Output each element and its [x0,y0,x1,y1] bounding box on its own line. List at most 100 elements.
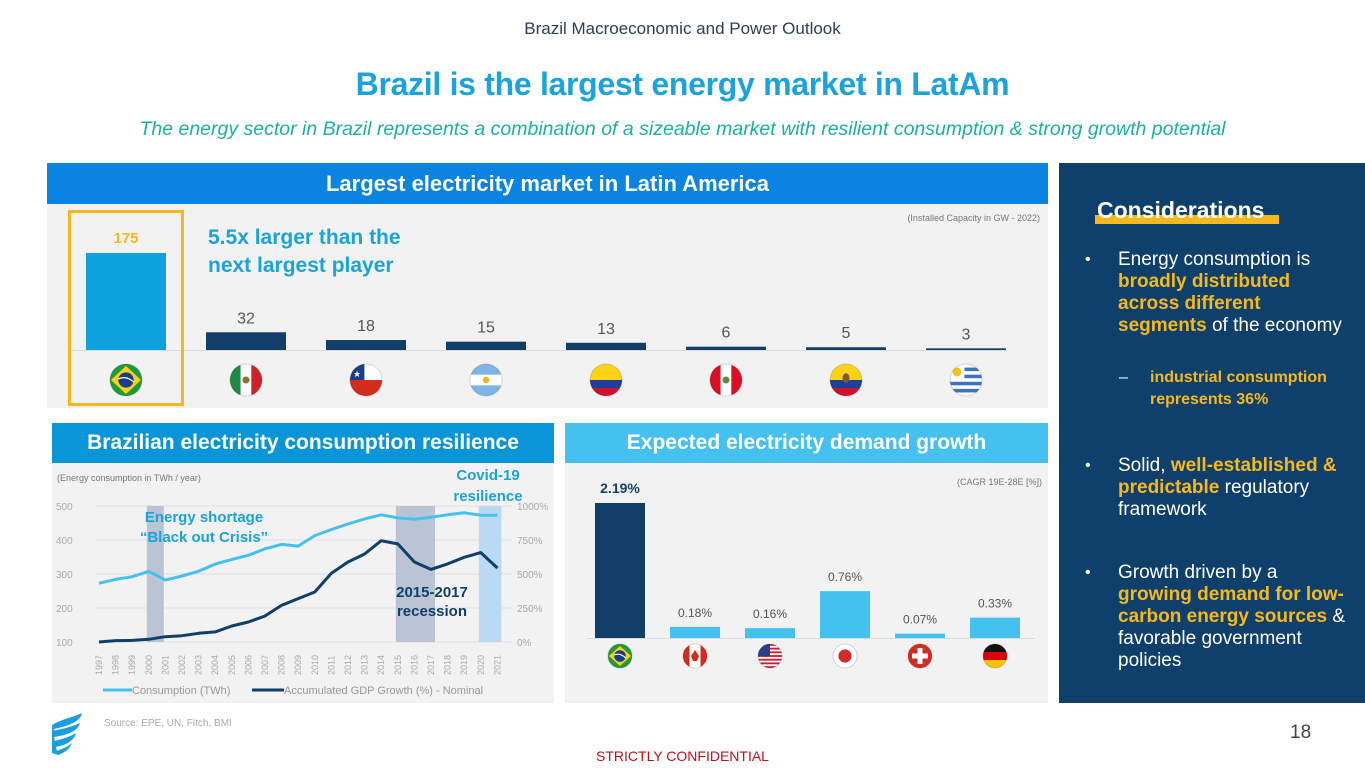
demand-chart: 2.19% 0.18% 0.16% 0.76% 0.07% 0.33% [587,480,1035,669]
capacity-bar-ecuador [806,347,886,350]
flag-part [590,388,622,396]
demand-panel: Expected electricity demand growth (CAGR… [565,423,1048,703]
consumption-ytick-label: 300 [56,570,73,581]
capacity-panel-heading: Largest electricity market in Latin Amer… [47,163,1048,204]
flag-body [833,644,857,668]
consumption-xtick-label: 2021 [492,655,502,675]
consumption-xtick-label: 2009 [293,655,303,675]
flag-rim [607,643,633,669]
flag-part [952,367,962,377]
capacity-bar-chile [326,340,406,350]
consumption-xtick-label: 2016 [409,655,419,675]
flag-uruguay-icon [949,363,983,397]
source-note: Source: EPE, UN, Fitch, BMI [104,718,232,729]
flag-rim [709,363,743,397]
consumption-xtick-label: 2013 [360,655,370,675]
flag-part [118,372,134,388]
capacity-label-peru: 6 [722,325,731,342]
consumption-xtick-label: 2019 [459,655,469,675]
consumption-panel-heading: Brazilian electricity consumption resili… [52,423,554,463]
capacity-label-colombia: 13 [597,321,615,338]
flag-body [950,364,982,396]
flag-part [830,388,862,396]
flag-part [830,380,862,388]
consumption-xtick-label: 2001 [160,655,170,675]
flag-part [710,364,721,396]
bullet-dot-icon: • [1085,564,1091,581]
capacity-label-argentina: 15 [477,320,495,337]
legend-consumption-label: Consumption (TWh) [132,685,230,697]
flag-part [590,380,622,388]
demand-label-canada: 0.18% [678,606,712,620]
flag-part [950,374,982,379]
consumption-xtick-label: 2014 [376,655,386,675]
demand-label-japan: 0.76% [828,570,862,584]
consumption-xtick-label: 2015 [393,655,403,675]
flag-rim [229,363,263,397]
recession-shaded-period [395,506,435,642]
flag-part [758,658,782,661]
flag-part [350,380,382,396]
capacity-label-ecuador: 5 [842,325,851,342]
flag-part [950,367,982,372]
consumption-ytick-label: 100 [56,638,73,649]
consumption-xtick-label: 2000 [144,655,154,675]
demand-label-brazil: 2.19% [600,480,640,496]
flag-part [691,650,699,661]
flag-part [758,666,782,668]
consumption-xtick-label: 2007 [260,655,270,675]
confidentiality-label: STRICTLY CONFIDENTIAL [596,748,769,764]
consumption-xtick-label: 2010 [310,655,320,675]
flag-part [118,377,135,383]
flag-switzerland-icon [907,643,933,669]
consumption-xtick-label: 2020 [476,655,486,675]
page-title: Brazil is the largest energy market in L… [355,66,1010,102]
demand-label-germany: 0.33% [978,597,1012,611]
flag-body [710,364,742,396]
flag-part [838,649,852,663]
consumption-xtick-label: 2008 [277,655,287,675]
considerations-title: Considerations [1097,197,1265,223]
flag-colombia-icon [589,363,623,397]
demand-bar-japan [820,591,870,638]
flag-part [731,364,742,396]
consumption-ytick-label: 200 [56,604,73,615]
considerations-title-underline [1095,215,1279,224]
flag-rim [907,643,933,669]
flag-part [830,364,862,380]
flag-rim [349,363,383,397]
flag-part [590,364,622,380]
consumption-xtick-label: 2011 [326,656,336,675]
annotation-covid: Covid-19 [456,467,519,484]
flag-rim [757,643,783,669]
gdp-growth-line [98,539,499,644]
flag-usa-icon [757,643,783,669]
flag-ecuador-icon [829,363,863,397]
capacity-unit-note: (Installed Capacity in GW - 2022) [907,213,1040,223]
page-number: 18 [1290,722,1312,743]
capacity-label-uruguay: 3 [962,326,971,343]
flag-part [983,660,1007,668]
flag-part [722,376,730,384]
demand-bar-canada [670,626,720,638]
flag-part [758,662,782,665]
consumption-xtick-label: 2004 [210,655,220,675]
flag-part [251,364,262,396]
flag-part [482,376,490,384]
bullet-dot-icon: • [1085,457,1091,474]
section-title: Brazil Macroeconomic and Power Outlook [524,19,841,38]
capacity-bar-brazil [86,253,166,350]
flag-body [983,644,1007,668]
flag-part [470,385,502,396]
flag-part [950,388,982,393]
capacity-bar-peru [686,346,766,350]
flag-chile-icon: ★ [349,363,383,397]
flag-body [683,644,707,668]
flag-brazil-icon [607,643,633,669]
demand-panel-heading: Expected electricity demand growth [565,423,1048,463]
bullet-dot-icon: • [1085,251,1091,268]
annotation-resilience: resilience [453,488,522,505]
consumption-chart: 500 400 300 200 100 1000% 750% 500% 250% 0% 1997 19… [56,467,548,697]
consumption-xtick-label: 2006 [243,655,253,675]
flag-rim [682,643,708,669]
